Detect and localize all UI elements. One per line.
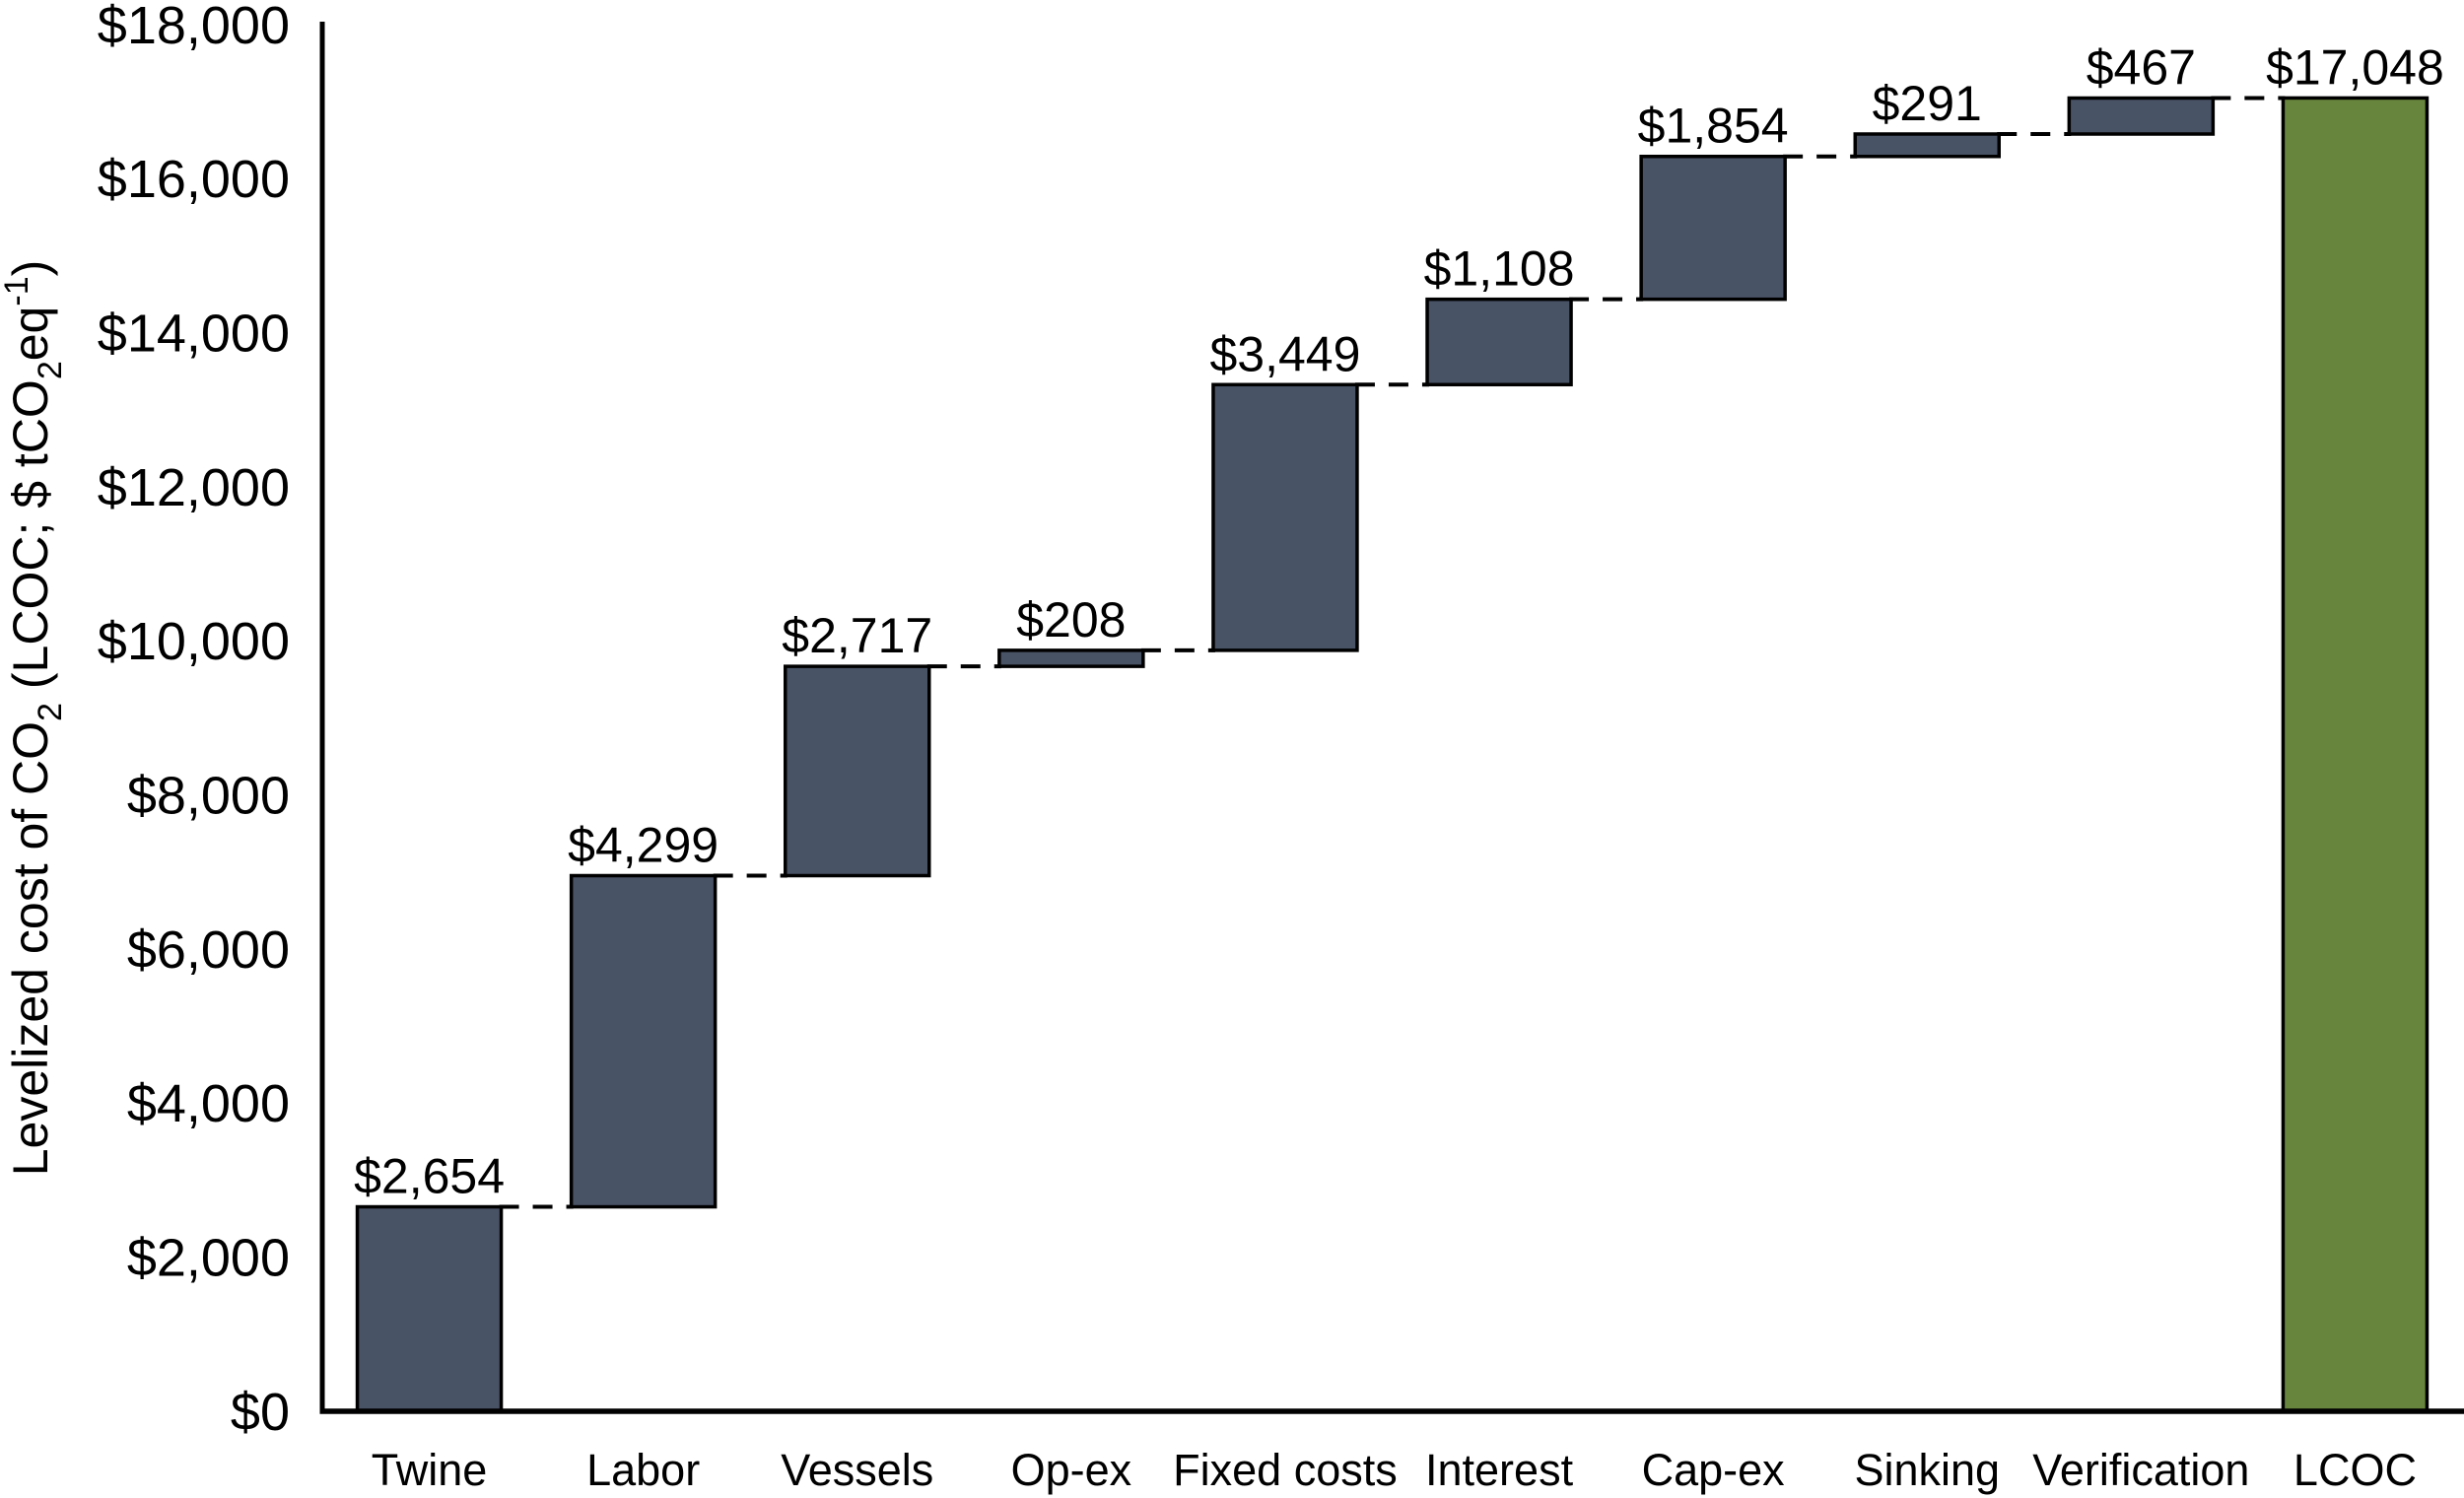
y-tick-label: $8,000 [127,767,290,826]
y-tick-label: $2,000 [127,1229,290,1288]
bar-value-label: $2,717 [782,608,932,663]
bar-value-label: $467 [2087,39,2196,95]
x-category-label: Sinking [1854,1445,2000,1495]
x-category-label: Labor [586,1445,700,1495]
bar-value-label: $1,854 [1638,99,1789,154]
bar-value-label: $4,299 [568,818,719,873]
bar-sinking [1853,132,2001,159]
y-tick-label: $16,000 [98,150,290,209]
y-tick-label: $14,000 [98,305,290,364]
y-tick-label: $10,000 [98,612,290,671]
bar-value-label: $291 [1873,76,1982,131]
y-tick-label: $12,000 [98,458,290,517]
bar-twine [355,1204,504,1413]
x-category-label: Fixed costs [1173,1445,1398,1495]
x-category-label: Twine [372,1445,488,1495]
x-category-label: Verification [2032,1445,2249,1495]
x-category-label: Vessels [781,1445,933,1495]
x-category-label: Cap-ex [1642,1445,1786,1495]
bar-lcoc [2281,96,2430,1413]
bar-vessels [784,664,931,878]
bar-value-label: $1,108 [1424,241,1575,297]
bar-value-label: $3,449 [1209,326,1360,381]
bar-value-label: $2,654 [354,1149,505,1204]
bar-verification [2067,96,2216,136]
bar-interest [1425,297,1573,387]
bar-labor [569,873,718,1209]
y-tick-label: $6,000 [127,920,290,980]
x-category-label: Interest [1425,1445,1574,1495]
y-axis-title: Levelized cost of CO2 (LCOC; $ tCO2eq-1) [0,260,69,1177]
bar-fixed-costs [1211,382,1359,652]
bar-op-ex [997,648,1145,668]
y-tick-label: $18,000 [98,0,290,55]
y-tick-label: $0 [231,1383,290,1442]
bar-value-label: $208 [1016,592,1126,647]
y-tick-label: $4,000 [127,1074,290,1133]
bar-cap-ex [1639,154,1787,302]
x-category-label: Op-ex [1011,1445,1132,1495]
bar-value-label: $17,048 [2266,39,2444,95]
x-category-label: LCOC [2293,1445,2417,1495]
